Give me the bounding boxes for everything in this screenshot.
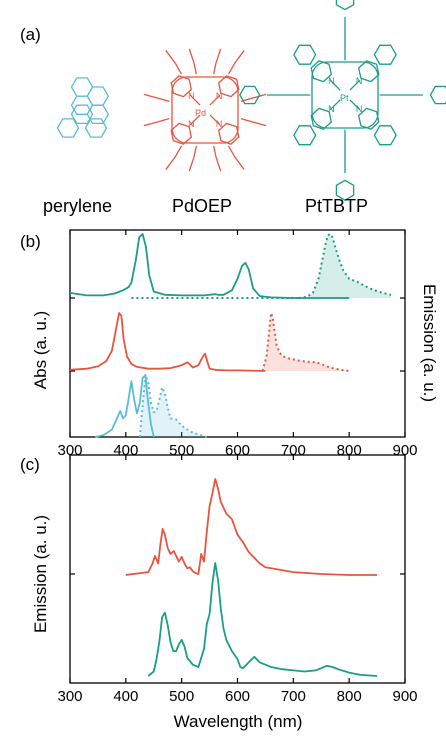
benzo-ring bbox=[373, 125, 397, 146]
pyrrole-ring bbox=[217, 75, 240, 98]
ethyl-group bbox=[188, 48, 197, 75]
pd-atom-label: Pd bbox=[195, 108, 206, 118]
pt-atom-label: Pt bbox=[340, 93, 349, 103]
emission-line-perylene bbox=[138, 374, 208, 438]
porphyrin-macrocycle bbox=[171, 76, 239, 144]
panel-label-b: (b) bbox=[20, 232, 41, 251]
metal-bond bbox=[349, 79, 361, 91]
y-axis-label-emission-right: Emission (a. u.) bbox=[420, 284, 439, 402]
pyrrole-ring bbox=[310, 107, 333, 130]
x-tick-label: 600 bbox=[225, 688, 250, 705]
metal-bond bbox=[209, 114, 221, 126]
metal-bond bbox=[329, 79, 341, 91]
absorption-line-pdoep bbox=[69, 312, 266, 372]
nitrogen-atom: N bbox=[356, 76, 363, 86]
x-tick-label: 400 bbox=[113, 688, 138, 705]
x-tick-label: 500 bbox=[169, 688, 194, 705]
emission-line-pttbtp bbox=[298, 233, 392, 299]
phenyl-ring bbox=[429, 85, 446, 105]
pyrrole-ring bbox=[357, 60, 380, 83]
pyrrole-ring bbox=[217, 122, 240, 145]
benzo-ring bbox=[373, 44, 397, 65]
panel-label-c: (c) bbox=[20, 455, 40, 474]
ethyl-group bbox=[143, 118, 170, 127]
x-tick-label: 800 bbox=[337, 688, 362, 705]
nitrogen-atom: N bbox=[216, 91, 223, 101]
x-axis-label: Wavelength (nm) bbox=[174, 712, 303, 731]
nitrogen-atom: N bbox=[188, 91, 195, 101]
perylene-structure bbox=[56, 77, 110, 138]
ethyl-group bbox=[213, 145, 222, 172]
pyrrole-ring bbox=[170, 75, 193, 98]
perylene-ring bbox=[86, 104, 110, 125]
metal-bond bbox=[189, 94, 201, 106]
ethyl-group bbox=[188, 145, 197, 172]
emission-fill-pdoep bbox=[262, 313, 350, 371]
absorption-line-perylene bbox=[94, 374, 155, 438]
panel-label-a: (a) bbox=[20, 25, 41, 44]
absorption-emission-chart: 300 400 500 600 700 800 900 bbox=[57, 229, 418, 459]
metal-bond bbox=[209, 94, 221, 106]
ethyl-group bbox=[240, 93, 267, 102]
molecule-name-pdoep: PdOEP bbox=[172, 196, 232, 216]
perylene-ring bbox=[56, 118, 80, 138]
metal-bond bbox=[189, 114, 201, 126]
y-axis-label-emission: Emission (a. u.) bbox=[31, 515, 50, 633]
y-axis-label-abs: Abs (a. u.) bbox=[31, 311, 50, 389]
pttbtp-structure: N N N N bbox=[239, 0, 446, 201]
nitrogen-atom: N bbox=[216, 119, 223, 129]
porphyrin-macrocycle bbox=[311, 61, 379, 129]
benzo-ring bbox=[293, 125, 317, 146]
phenyl-ring bbox=[239, 85, 261, 105]
phenyl-ring bbox=[335, 0, 355, 11]
pyrrole-ring bbox=[310, 60, 333, 83]
pyrrole-ring bbox=[170, 122, 193, 145]
nitrogen-atom: N bbox=[328, 104, 335, 114]
pyrrole-ring bbox=[357, 107, 380, 130]
emission-fill-pttbtp bbox=[298, 234, 391, 298]
pdoep-structure: N N N N bbox=[143, 48, 267, 172]
plot-frame bbox=[69, 229, 406, 438]
perylene-ring bbox=[70, 104, 94, 125]
emission-chart: 300 400 500 600 700 800 900 bbox=[57, 454, 418, 705]
phenyl-ring bbox=[335, 179, 355, 201]
ethyl-group bbox=[227, 145, 245, 170]
metal-bond bbox=[349, 99, 361, 111]
nitrogen-atom: N bbox=[328, 76, 335, 86]
nitrogen-atom: N bbox=[356, 104, 363, 114]
x-tick-label: 300 bbox=[57, 688, 82, 705]
ethyl-group bbox=[227, 50, 245, 75]
nitrogen-atom: N bbox=[188, 119, 195, 129]
molecule-name-pttbtp: PtTBTP bbox=[305, 196, 368, 216]
ethyl-group bbox=[143, 93, 170, 102]
ethyl-group bbox=[213, 48, 222, 75]
benzo-ring bbox=[293, 44, 317, 65]
absorption-line-pttbtp bbox=[69, 233, 350, 299]
emission-line-pdoep bbox=[125, 478, 378, 576]
ethyl-group bbox=[240, 118, 267, 127]
plot-frame bbox=[69, 454, 406, 684]
metal-bond bbox=[329, 99, 341, 111]
emission-fill-perylene bbox=[139, 375, 207, 437]
molecule-name-perylene: perylene bbox=[43, 196, 112, 216]
x-tick-label: 900 bbox=[392, 688, 417, 705]
ethyl-group bbox=[165, 145, 183, 170]
ethyl-group bbox=[165, 50, 183, 75]
emission-line-pttbtp bbox=[147, 562, 378, 677]
perylene-ring bbox=[84, 118, 108, 138]
x-tick-label: 700 bbox=[281, 688, 306, 705]
